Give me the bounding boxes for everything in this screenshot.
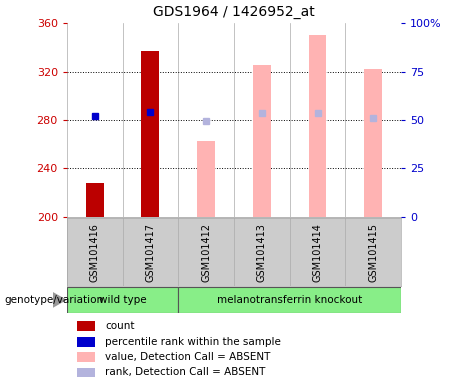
Title: GDS1964 / 1426952_at: GDS1964 / 1426952_at: [153, 5, 315, 19]
Text: GSM101412: GSM101412: [201, 223, 211, 282]
Text: count: count: [105, 321, 135, 331]
Text: rank, Detection Call = ABSENT: rank, Detection Call = ABSENT: [105, 367, 266, 377]
Bar: [77, 337, 95, 347]
Polygon shape: [53, 292, 67, 308]
Text: GSM101414: GSM101414: [313, 223, 323, 282]
Text: GSM101413: GSM101413: [257, 223, 267, 282]
Text: GSM101416: GSM101416: [90, 223, 100, 282]
Text: genotype/variation: genotype/variation: [5, 295, 104, 305]
Bar: [77, 352, 95, 362]
Text: GSM101415: GSM101415: [368, 223, 378, 282]
Bar: [253, 65, 271, 217]
Text: GSM101417: GSM101417: [145, 223, 155, 282]
Text: value, Detection Call = ABSENT: value, Detection Call = ABSENT: [105, 352, 271, 362]
Bar: [308, 35, 326, 217]
Bar: [197, 141, 215, 217]
Bar: [67, 287, 178, 313]
Text: wild type: wild type: [99, 295, 146, 305]
Bar: [178, 287, 401, 313]
Bar: [77, 367, 95, 377]
Bar: [77, 321, 95, 331]
Text: melanotransferrin knockout: melanotransferrin knockout: [217, 295, 362, 305]
Bar: [86, 183, 104, 217]
Bar: [142, 51, 160, 217]
Bar: [364, 69, 382, 217]
Text: percentile rank within the sample: percentile rank within the sample: [105, 337, 281, 347]
